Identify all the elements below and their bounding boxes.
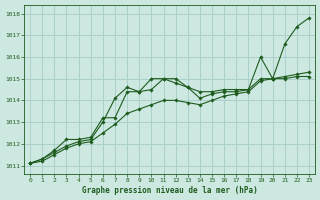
X-axis label: Graphe pression niveau de la mer (hPa): Graphe pression niveau de la mer (hPa) [82,186,258,195]
